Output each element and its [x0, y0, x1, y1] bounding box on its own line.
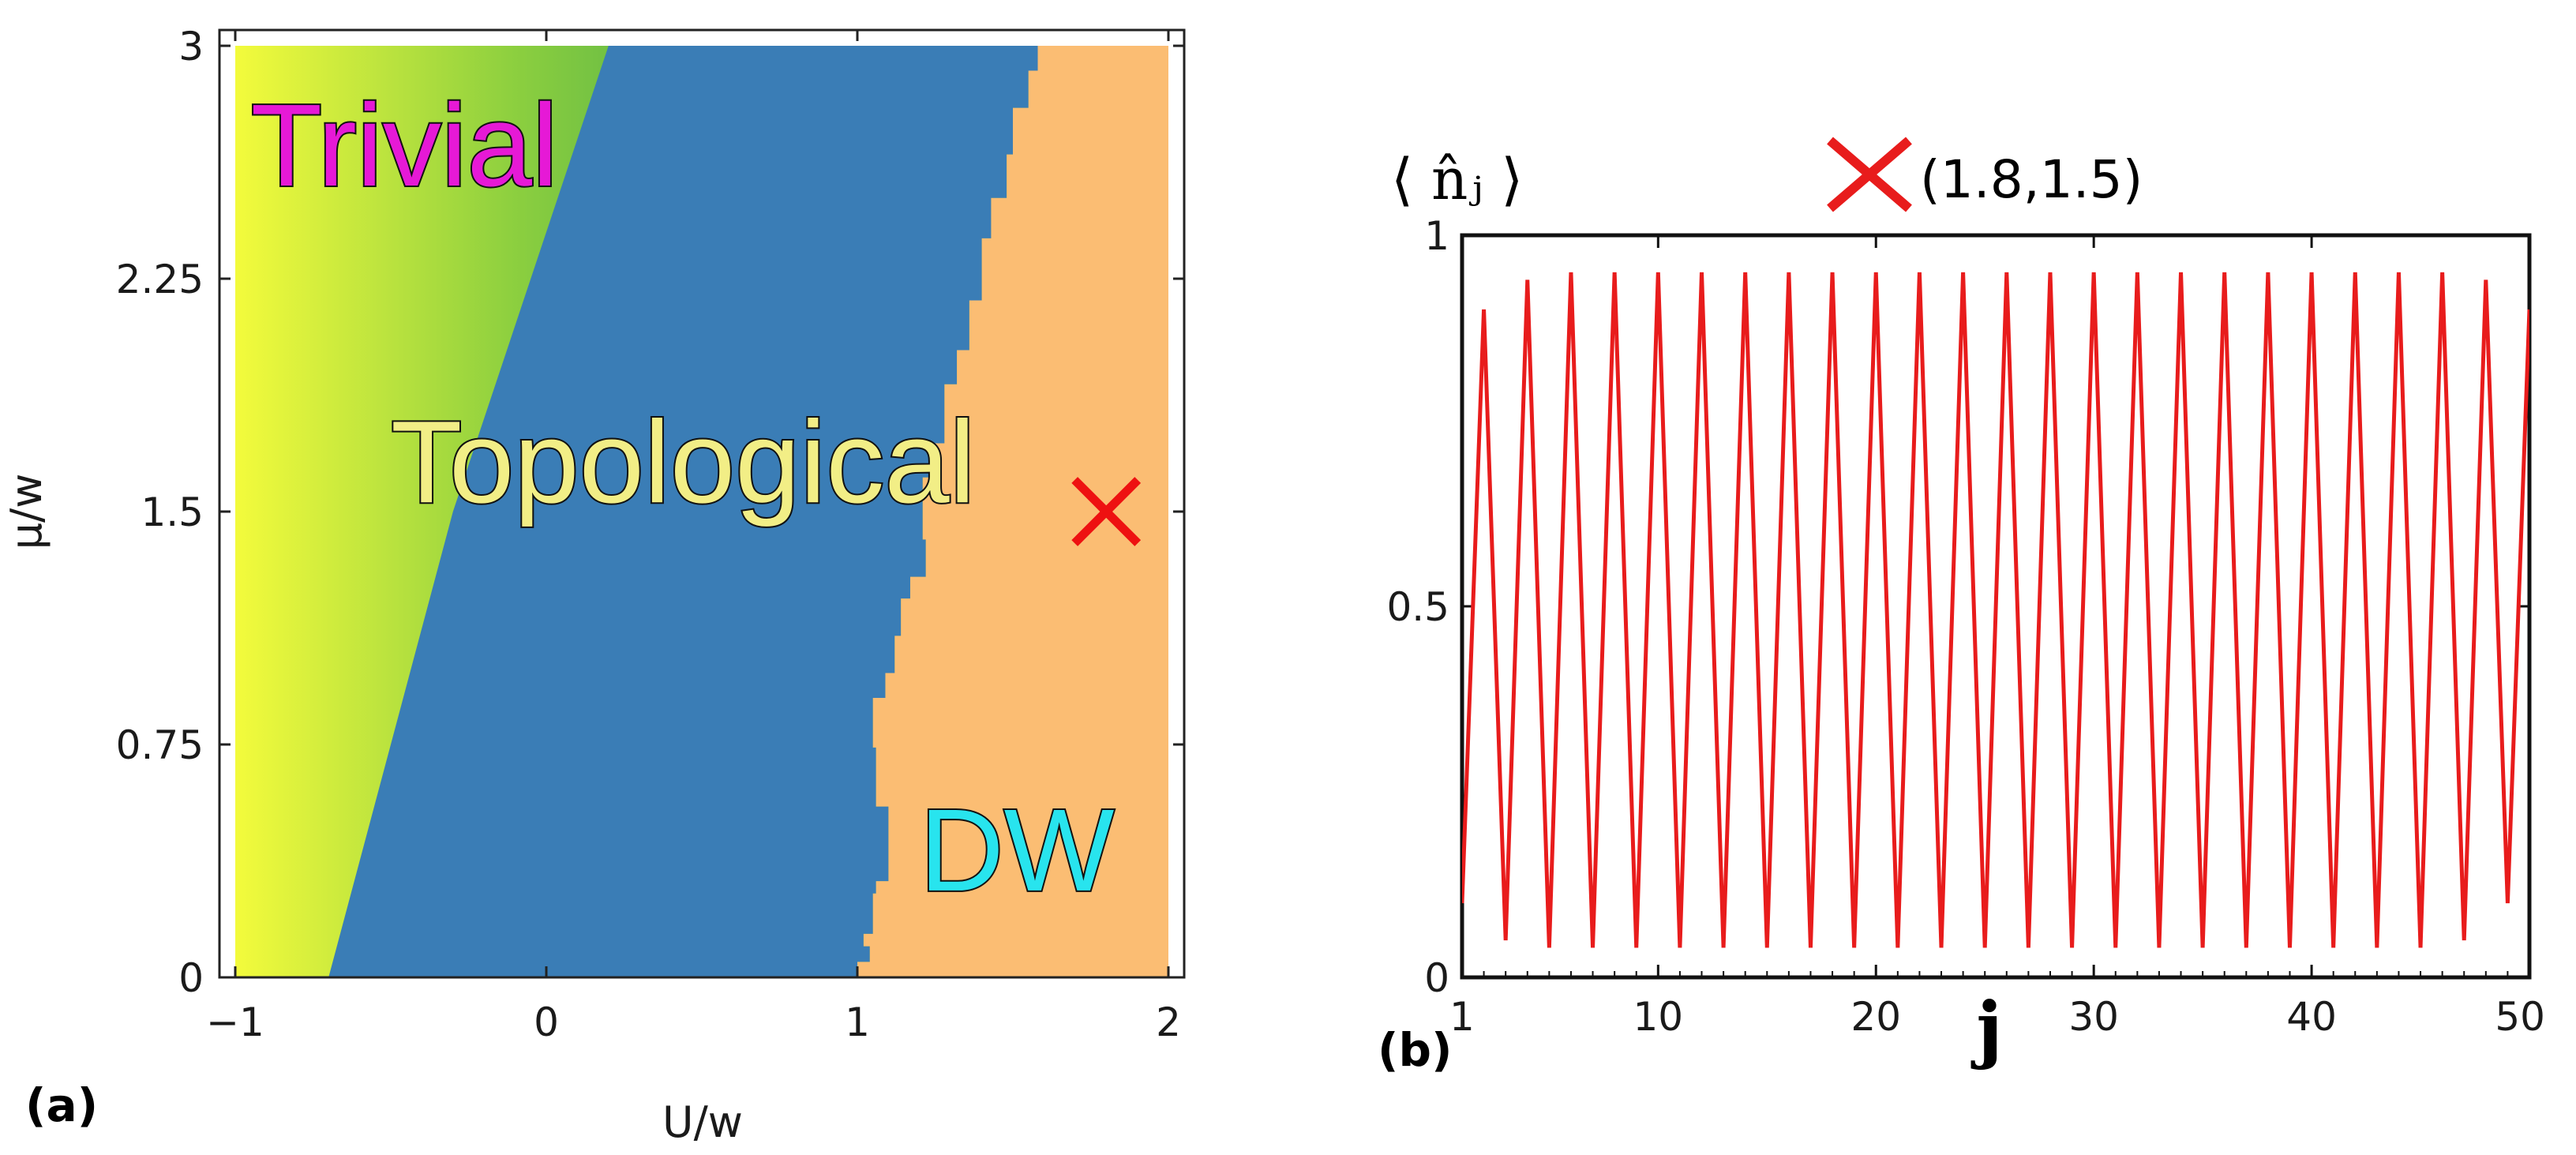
dw-label: DW [920, 786, 1115, 916]
plot-frame-a [218, 28, 1186, 979]
legend-x-stroke-2 [1827, 137, 1912, 212]
y-tick-label-a: 1.5 [141, 489, 204, 535]
marker-x-stroke-2 [1071, 477, 1142, 546]
topological-region [328, 46, 1060, 977]
phase-diagram-panel: −1 0 1 200.751.52.253 Trivial Topological D… [2, 24, 1186, 1147]
x-tick-label-b: 1 [1449, 994, 1475, 1040]
axis-ticks-b: 1 10 20 30 40 50 0 0.5 1 [1386, 213, 2545, 1040]
x-tick-label-b: 40 [2286, 994, 2337, 1040]
y-tick-label-a: 3 [178, 24, 204, 69]
legend-marker [1827, 137, 1912, 212]
trivial-label: Trivial [251, 81, 558, 211]
x-tick-label-a: 1 [845, 999, 870, 1045]
y-tick-label-a: 0.75 [116, 722, 204, 768]
marker-x [1071, 477, 1142, 546]
y-tick-label-a: 0 [178, 955, 204, 1001]
x-tick-label-b: 30 [2068, 994, 2119, 1040]
x-axis-label-a: U/w [662, 1097, 743, 1147]
y-axis-label-b: ⟨ n̂ⱼ ⟩ [1391, 146, 1523, 212]
x-tick-label-b: 20 [1850, 994, 1901, 1040]
panel-label-b: (b) [1378, 1023, 1453, 1077]
x-tick-label-a: −1 [206, 999, 264, 1045]
y-tick-label-b: 1 [1424, 213, 1449, 259]
legend-text: (1.8,1.5) [1920, 149, 2143, 210]
y-tick-label-b: 0 [1424, 955, 1449, 1001]
x-axis-label-b: j [1970, 986, 2002, 1071]
y-tick-label-a: 2.25 [116, 257, 204, 302]
y-tick-label-b: 0.5 [1386, 584, 1449, 630]
y-axis-label-a: μ/w [2, 474, 51, 550]
dw-region [857, 46, 1168, 977]
x-tick-label-b: 50 [2495, 994, 2545, 1040]
density-series-line [1462, 272, 2529, 948]
x-tick-label-a: 2 [1156, 999, 1181, 1045]
topological-label: Topological [391, 397, 976, 527]
x-tick-label-b: 10 [1633, 994, 1684, 1040]
density-profile-panel: 1 10 20 30 40 50 0 0.5 1 ⟨ n̂ⱼ ⟩ (1.8,1.5) j (b) [1378, 137, 2545, 1077]
axis-ticks-a: −1 0 1 200.751.52.253 [116, 24, 1184, 1045]
panel-label-a: (a) [25, 1078, 98, 1132]
x-tick-label-a: 0 [534, 999, 559, 1045]
